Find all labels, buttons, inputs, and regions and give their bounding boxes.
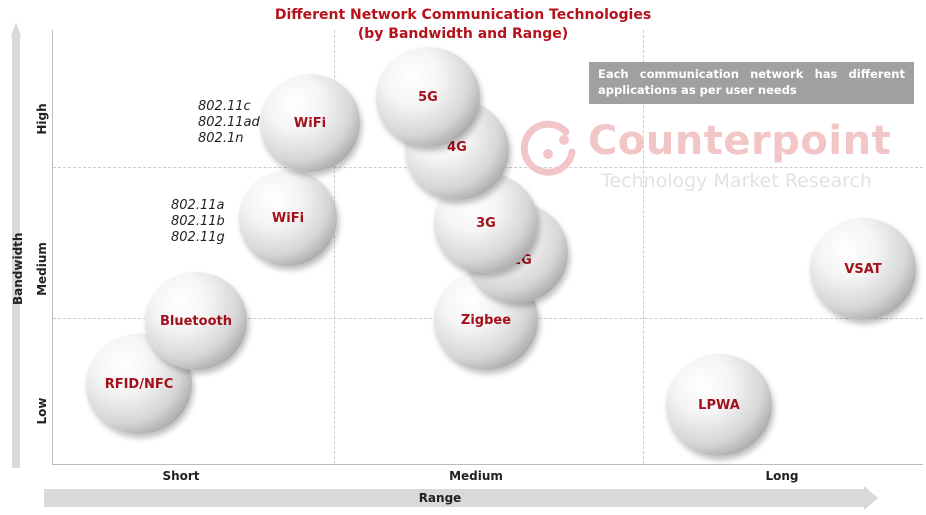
- note-box: Each communication network has different…: [589, 62, 914, 104]
- bubble-wifi-medium: WiFi: [239, 170, 337, 266]
- wifi-high-standards: 802.11c 802.11ad 802.1n: [198, 99, 260, 146]
- x-tick-long: Long: [765, 469, 799, 483]
- chart-title-line1: Different Network Communication Technolo…: [274, 7, 652, 23]
- grid-line-vertical: [334, 30, 335, 464]
- bubble-lpwa: LPWA: [666, 354, 772, 456]
- x-axis-title: Range: [418, 491, 462, 505]
- y-axis-arrow-icon: [11, 22, 21, 468]
- bubble-vsat: VSAT: [810, 218, 916, 320]
- y-tick-low: Low: [35, 397, 49, 425]
- chart-title-line2: (by Bandwidth and Range): [357, 26, 569, 42]
- bubble-wifi-high: WiFi: [260, 74, 360, 172]
- grid-line-vertical: [643, 30, 644, 464]
- y-tick-medium: Medium: [35, 242, 49, 296]
- bubble-5g: 5G: [376, 47, 480, 147]
- watermark-brand: Counterpoint: [588, 118, 892, 164]
- y-axis-title: Bandwidth: [11, 232, 25, 305]
- counterpoint-logo-icon: [520, 120, 576, 176]
- x-tick-short: Short: [162, 469, 200, 483]
- wifi-medium-standards: 802.11a 802.11b 802.11g: [171, 198, 225, 245]
- chart-title: Different Network Communication Technolo…: [0, 6, 926, 44]
- y-tick-high: High: [35, 103, 49, 135]
- x-tick-medium: Medium: [449, 469, 503, 483]
- watermark-tagline: Technology Market Research: [601, 170, 872, 192]
- bubble-bluetooth: Bluetooth: [145, 272, 247, 370]
- x-axis-arrow-icon: [44, 486, 878, 510]
